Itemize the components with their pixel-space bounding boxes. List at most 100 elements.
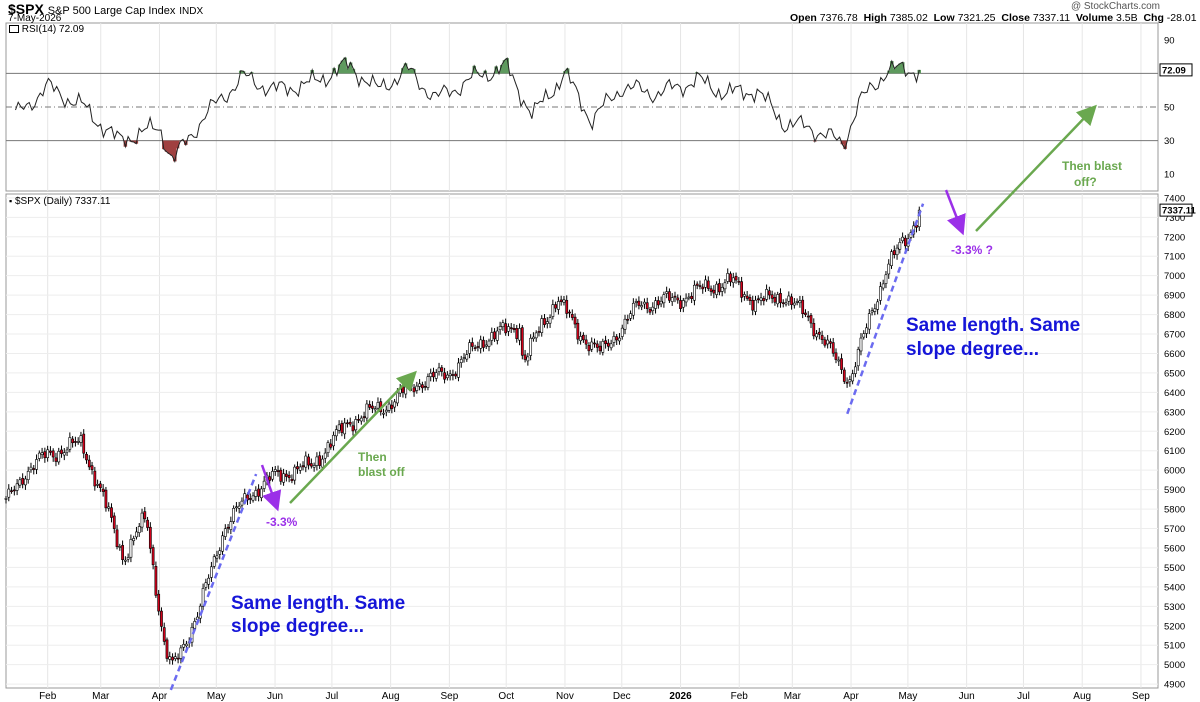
candle-body [523,354,527,360]
candle-body [343,422,347,435]
candle-body [409,381,413,387]
blast-label-right-line1: Then blast [1062,159,1122,173]
candle-body [348,421,352,425]
candle-body [606,342,610,347]
rsi-line [15,56,920,163]
rsi-layer [15,56,922,163]
candle-body [690,295,694,300]
y-tick-label: 6400 [1164,388,1185,399]
candle-body [420,384,424,389]
candle-body [393,401,397,408]
candle-body [104,489,108,509]
candle-body [204,582,208,588]
candle-body [176,657,180,660]
candle-body [545,321,549,324]
x-tick-label: Oct [498,691,514,702]
x-tick-label: 2026 [669,691,692,702]
candle-body [870,310,874,313]
candle-body [473,347,477,349]
candle-body [340,423,344,433]
close-label: Close [1001,12,1030,24]
candle-body [701,286,705,290]
candle-body [51,450,55,458]
y-tick-label: 5600 [1164,543,1185,554]
candle-body [457,362,460,378]
candle-body [271,471,274,480]
candle-body [129,539,133,558]
candle-body [304,455,308,468]
candle-body [210,566,213,578]
candle-body [779,293,782,304]
candle-body [79,435,83,443]
candle-body [654,300,657,309]
candle-body [643,301,646,305]
candle-body [132,538,136,542]
x-tick-label: Nov [556,691,574,702]
candle-body [804,312,807,315]
candle-body [645,302,649,309]
candle-body [634,301,638,303]
candle-body [559,299,563,302]
candle-body [201,588,205,607]
candle-body [820,335,824,340]
y-tick-label: 6500 [1164,368,1185,379]
candle-body [568,311,571,314]
candle-body [76,441,80,443]
candle-body [448,373,452,377]
drop-label-right: -3.3% ? [951,243,993,257]
candle-body [373,408,377,411]
candle-body [848,379,852,383]
candle-body [815,333,818,338]
chg-label: Chg [1143,12,1164,24]
candle-body [840,358,843,370]
candle-body [85,453,88,461]
candle-body [873,308,877,312]
candle-body [168,656,172,660]
candle-body [629,313,632,319]
candle-body [35,459,38,470]
note-left-line2: slope degree... [231,616,364,637]
candle-body [279,469,283,482]
candle-body [887,263,891,275]
x-tick-label: Mar [784,691,802,702]
candle-body [698,285,702,287]
candle-body [359,417,363,422]
candle-body [515,328,519,339]
candle-body [4,498,8,500]
x-tick-label: Jun [267,691,283,702]
x-tick-label: Jul [1017,691,1030,702]
candle-body [879,286,882,301]
candle-body [529,337,533,356]
candle-body [487,340,491,347]
candle-body [631,302,635,316]
rsi-tick-label: 30 [1164,136,1175,147]
exchange: INDX [179,6,204,17]
low-value: 7321.25 [957,12,996,24]
candle-body [235,506,238,509]
candle-body [609,343,613,349]
candle-body [387,403,391,411]
candle-body [784,302,788,305]
slope-line-right [846,203,925,415]
symbol-title: $SPX S&P 500 Large Cap Index INDX [8,1,203,17]
candle-body [562,299,566,303]
symbol: $SPX [8,1,44,17]
candle-body [137,526,141,533]
candle-body [595,343,599,348]
candle-body [143,511,147,520]
candle-body [659,300,663,305]
candle-body [371,405,374,409]
blast-label-left-line1: Then [358,450,387,464]
y-tick-label: 5900 [1164,485,1185,496]
y-tick-label: 7200 [1164,232,1185,243]
candle-body [765,289,768,300]
candle-body [620,327,624,337]
candle-body [332,434,335,447]
candle-body [640,305,644,308]
candle-body [895,247,899,256]
candle-body [665,291,669,294]
candle-body [432,371,435,378]
note-right-line1: Same length. Same [906,315,1080,336]
candle-body [537,331,541,333]
